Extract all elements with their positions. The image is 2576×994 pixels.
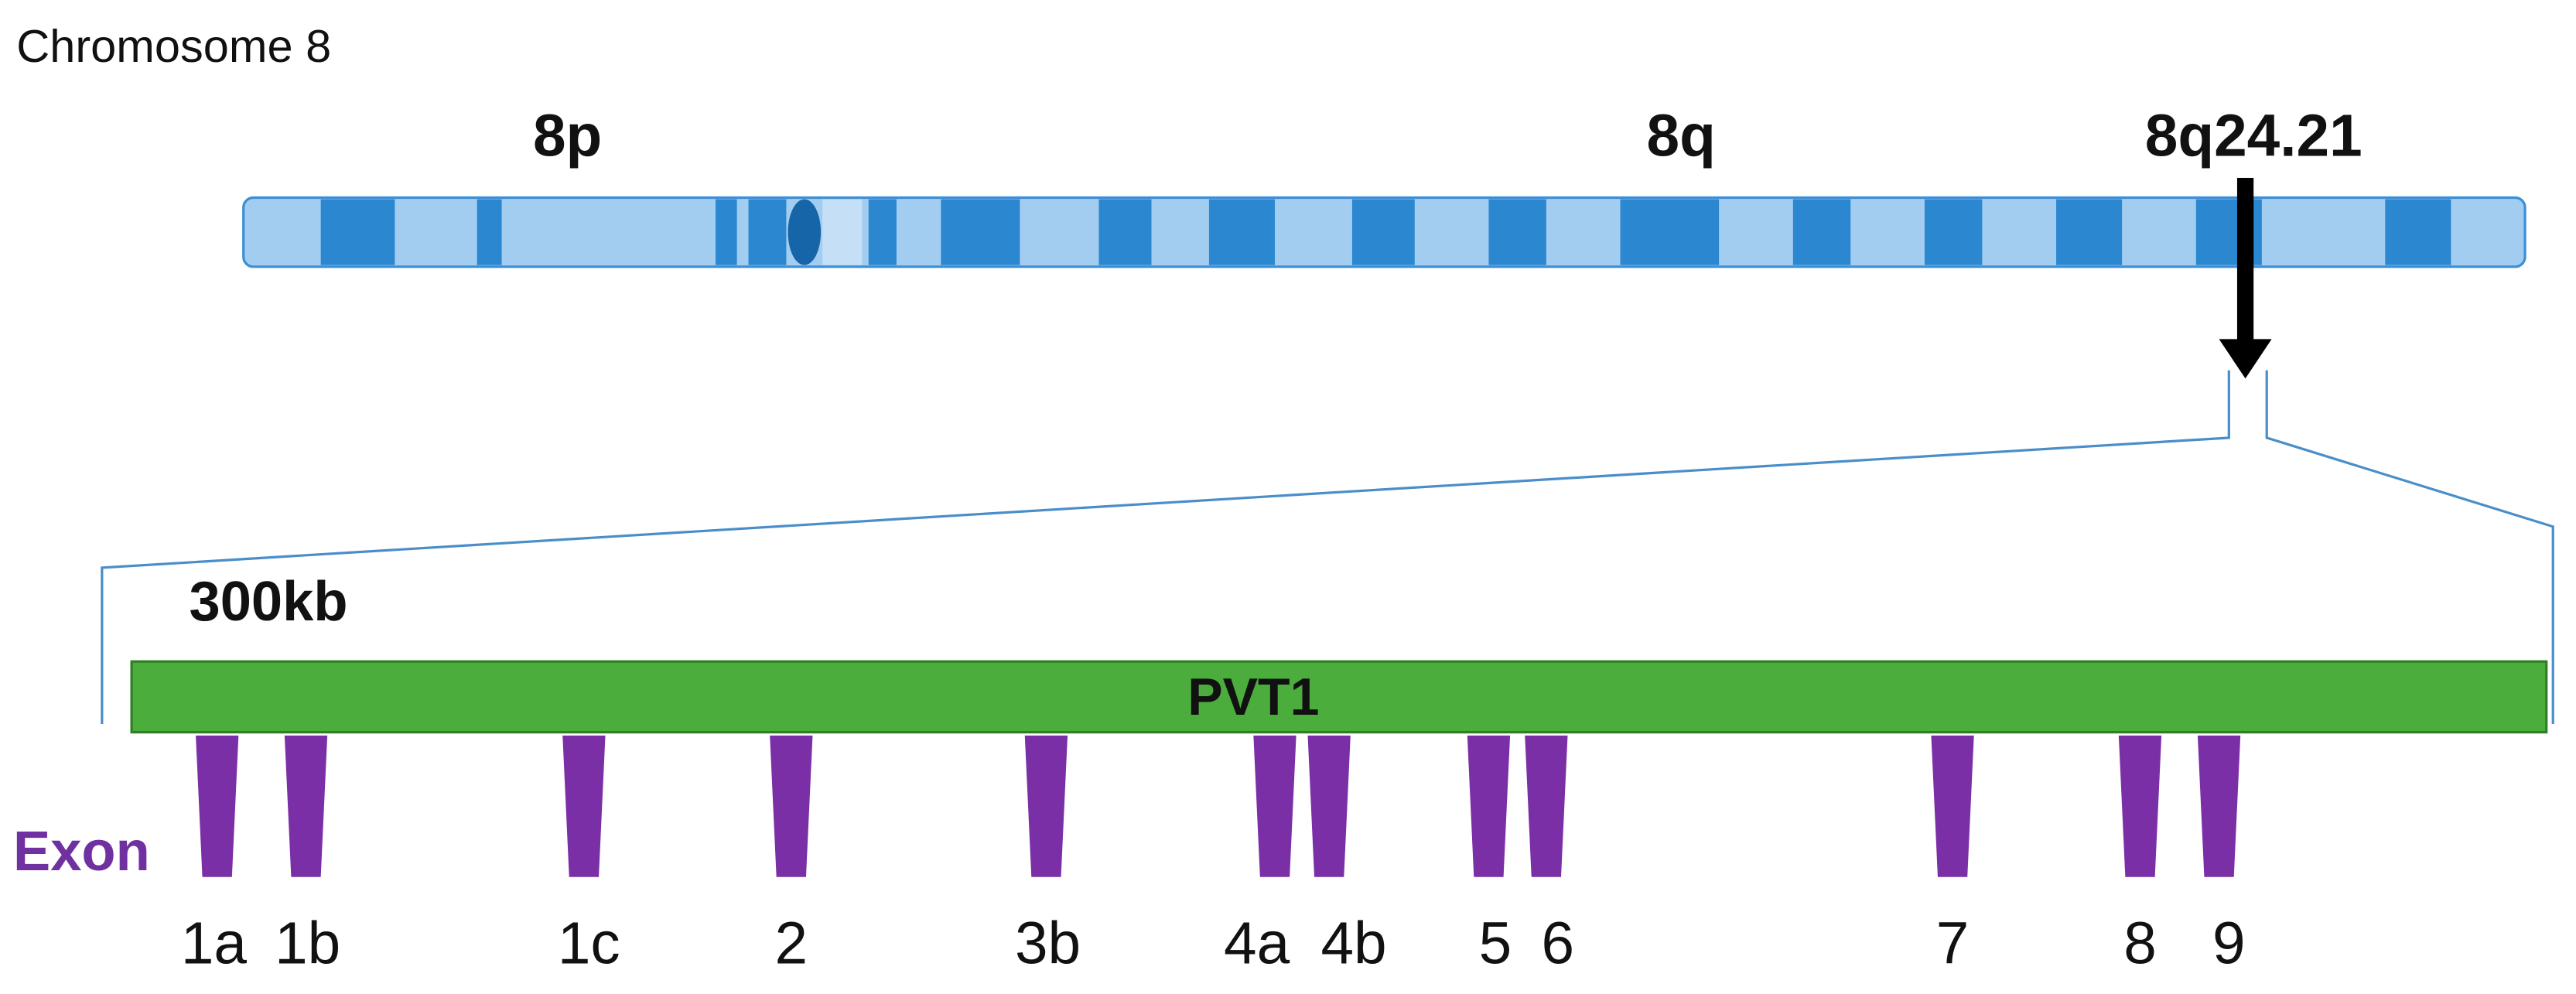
chromosome-band [1351, 199, 1415, 265]
locus-arrow [2219, 177, 2272, 379]
exon [1931, 735, 1974, 877]
exon-name: 4a [1224, 910, 1290, 976]
exon [196, 735, 239, 877]
exon-name: 4b [1320, 910, 1386, 976]
exon [1307, 735, 1351, 877]
chromosome-band [941, 199, 1020, 265]
arm-q-label: 8q [1647, 103, 1716, 169]
chromosome-band [2385, 199, 2451, 265]
exon-name: 5 [1479, 910, 1512, 976]
chromosome-band [320, 199, 395, 265]
exons: 1a 1b 1c 2 3b 4a 4b 5 6 7 8 9 [181, 735, 2246, 976]
zoom-lines [101, 370, 2554, 724]
exon-name: 9 [2212, 910, 2246, 976]
exon [1467, 735, 1511, 877]
arrow-shaft [2236, 177, 2254, 343]
chromosome-band [868, 199, 897, 265]
exon-name: 1a [181, 910, 248, 976]
exon-name: 1b [275, 910, 340, 976]
exon [1253, 735, 1297, 877]
chromosome-band [2056, 199, 2123, 265]
arrow-head [2219, 339, 2272, 379]
exon [284, 735, 328, 877]
zoom-line-left [101, 370, 2230, 724]
exon [770, 735, 813, 877]
exon [1024, 735, 1068, 877]
title: Chromosome 8 [16, 20, 331, 72]
chromosome-band [1488, 199, 1546, 265]
exon-name: 1c [558, 910, 620, 976]
gene-size: 300kb [190, 571, 348, 633]
exon-name: 8 [2123, 910, 2157, 976]
exon-name: 7 [1936, 910, 1970, 976]
gene-bar [130, 660, 2548, 734]
chromosome [242, 196, 2526, 268]
exon-name: 6 [1541, 910, 1574, 976]
exon-name: 2 [775, 910, 808, 976]
chromosome-band [1620, 199, 1720, 265]
gene-name: PVT1 [1187, 668, 1319, 726]
exon [2118, 735, 2162, 877]
chromosome-band [716, 199, 737, 265]
chromosome-band [1208, 199, 1275, 265]
exon [2197, 735, 2241, 877]
chromosome-band [477, 199, 502, 265]
chromosome-band [748, 199, 787, 265]
exon [1525, 735, 1568, 877]
arm-p-label: 8p [533, 103, 602, 169]
zoom-line-right [2265, 370, 2554, 724]
centromere [787, 199, 822, 265]
locus-label: 8q24.21 [2145, 103, 2362, 169]
chromosome-light-band [822, 199, 863, 265]
exon-name: 3b [1015, 910, 1081, 976]
exon [562, 735, 606, 877]
exon-label: Exon [13, 821, 150, 883]
chromosome-band [1924, 199, 1983, 265]
chromosome-band [1792, 199, 1851, 265]
chromosome-band [1098, 199, 1152, 265]
